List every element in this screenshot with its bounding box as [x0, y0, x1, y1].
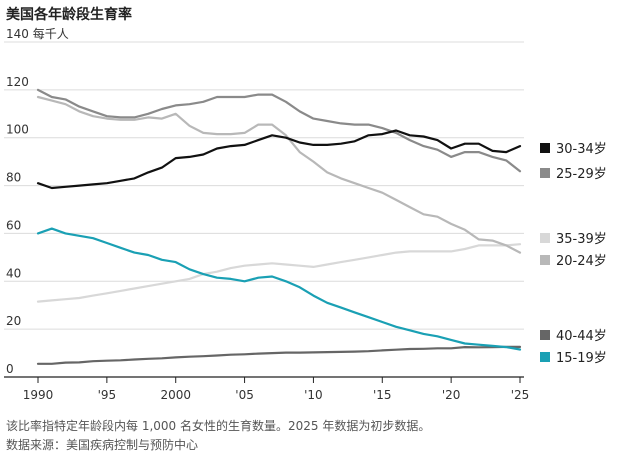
series-line-3 — [36, 95, 522, 254]
x-tick-label: '15 — [373, 388, 392, 402]
legend-label: 35-39岁 — [556, 232, 607, 247]
x-tick-label: '05 — [235, 388, 254, 402]
legend-label: 30-34岁 — [556, 142, 607, 157]
legend-label: 20-24岁 — [556, 254, 607, 269]
y-tick-label: 20 — [6, 314, 21, 328]
x-tick-label: '10 — [304, 388, 323, 402]
legend-label: 15-19岁 — [556, 351, 607, 366]
series-line-5 — [36, 227, 522, 351]
y-tick-label: 60 — [6, 218, 21, 232]
x-tick-label: 1990 — [23, 388, 54, 402]
x-tick-label: 2000 — [160, 388, 191, 402]
y-tick-label: 40 — [6, 266, 21, 280]
legend-swatch — [540, 143, 550, 153]
y-tick-label: 0 — [6, 362, 14, 376]
line-chart: 0 20 40 60 80 100 120 140 每千人 1990 '95 2000 '05 '10 '… — [4, 26, 607, 402]
x-tick-label: '25 — [511, 388, 530, 402]
legend-swatch — [540, 255, 550, 265]
legend-swatch — [540, 233, 550, 243]
source-note: 数据来源：美国疾病控制与预防中心 — [6, 438, 199, 452]
series-line-4 — [36, 345, 522, 365]
legend-label: 25-29岁 — [556, 167, 607, 182]
chart-title: 美国各年龄段生育率 — [6, 7, 132, 23]
y-tick-label: 120 — [6, 75, 29, 89]
legend-swatch — [540, 168, 550, 178]
x-tick-label: '20 — [442, 388, 461, 402]
legend-label: 40-44岁 — [556, 329, 607, 344]
footnote: 该比率指特定年龄段内每 1,000 名女性的生育数量。2025 年数据为初步数据… — [6, 419, 431, 433]
series-line-0 — [36, 129, 522, 190]
y-tick-label: 140 每千人 — [6, 26, 69, 41]
y-tick-label: 100 — [6, 123, 29, 137]
series-line-2 — [36, 243, 522, 303]
legend-swatch — [540, 330, 550, 340]
y-tick-label: 80 — [6, 171, 21, 185]
x-tick-label: '95 — [98, 388, 117, 402]
series-line-1 — [36, 88, 522, 173]
legend-swatch — [540, 352, 550, 362]
